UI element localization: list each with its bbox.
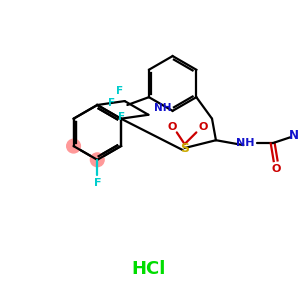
Text: F: F [108, 98, 115, 108]
Circle shape [67, 139, 80, 153]
Text: NH: NH [154, 103, 172, 113]
Circle shape [90, 153, 104, 166]
Text: F: F [116, 86, 123, 96]
Text: O: O [199, 122, 208, 131]
Text: F: F [118, 112, 125, 122]
Text: O: O [272, 164, 281, 174]
Text: O: O [167, 122, 177, 131]
Text: F: F [94, 178, 101, 188]
Text: S: S [180, 142, 189, 154]
Text: HCl: HCl [131, 260, 165, 278]
Text: NH: NH [236, 138, 254, 148]
Text: N: N [289, 129, 299, 142]
